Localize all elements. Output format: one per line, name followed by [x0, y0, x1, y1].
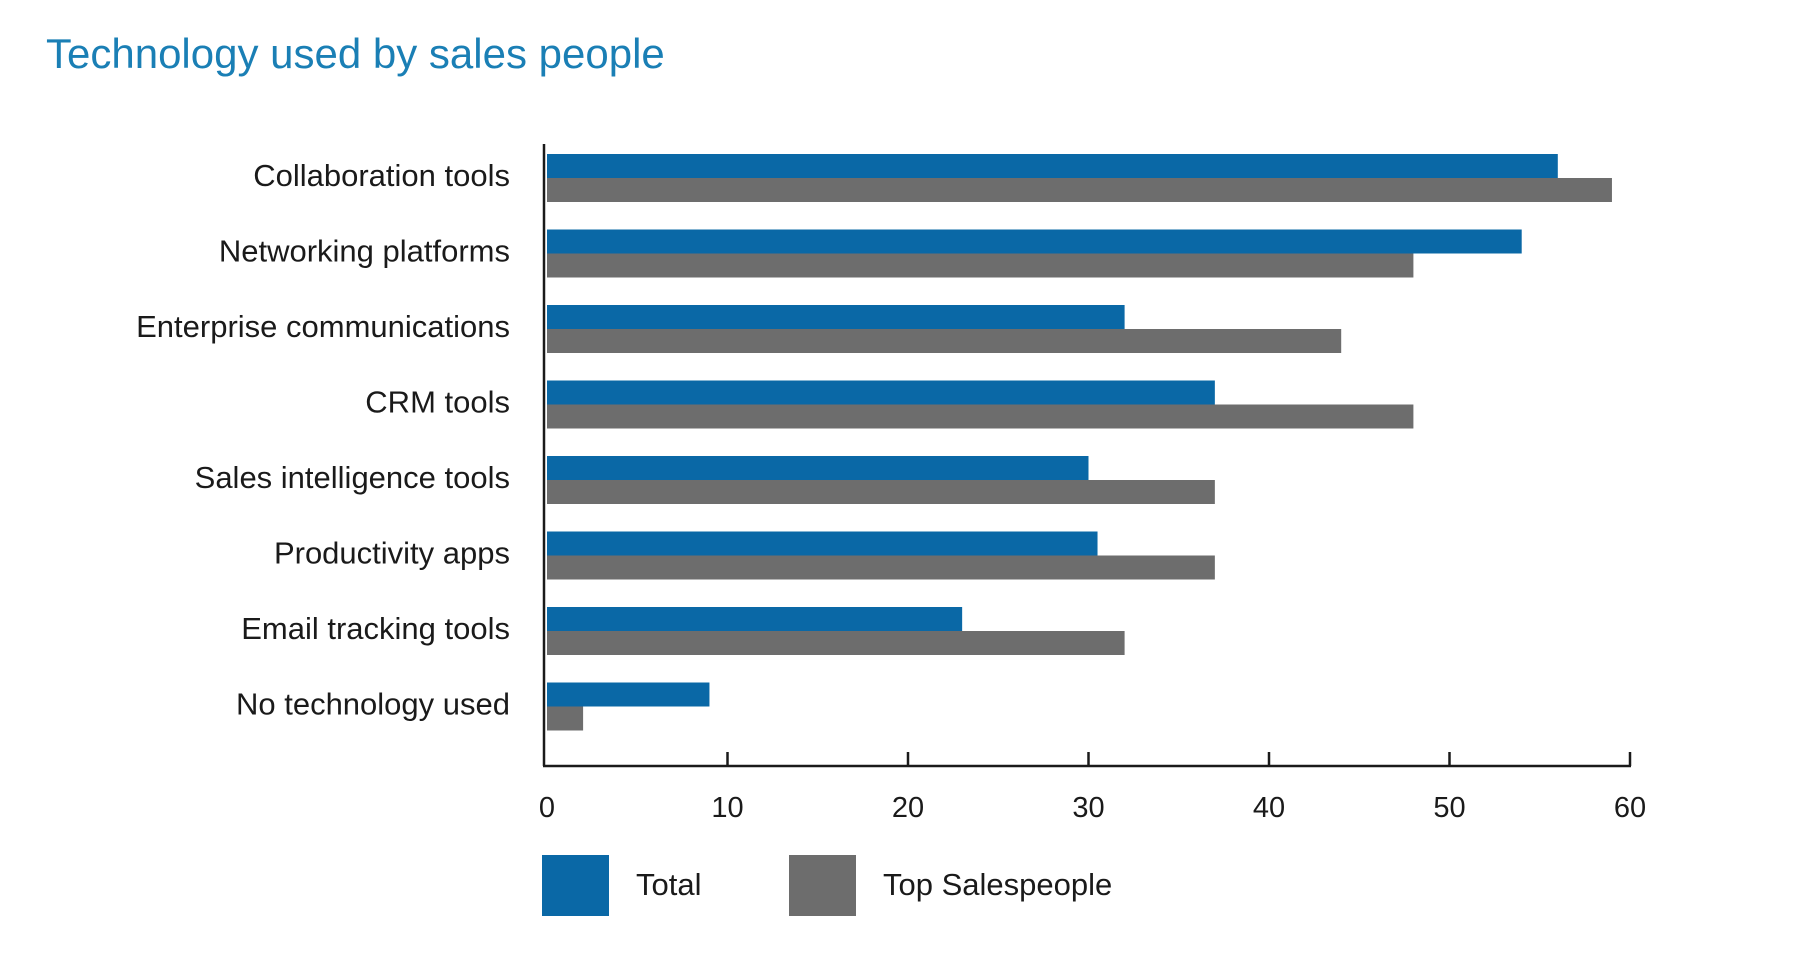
bar-total — [547, 456, 1089, 480]
category-label: Enterprise communications — [136, 309, 510, 344]
bar-top-salespeople — [547, 178, 1612, 202]
bars-group — [547, 154, 1612, 731]
bar-top-salespeople — [547, 253, 1414, 278]
bar-top-salespeople — [547, 404, 1414, 429]
bar-total — [547, 607, 963, 631]
bar-total — [547, 531, 1098, 556]
bar-total — [547, 305, 1125, 329]
category-label: No technology used — [236, 687, 510, 722]
x-tick-label: 50 — [1433, 792, 1465, 824]
x-tick-label: 10 — [711, 792, 743, 824]
bar-top-salespeople — [547, 631, 1125, 655]
x-ticks-group: 0 10 20 30 40 50 60 — [539, 752, 1646, 824]
legend-swatch-top-salespeople — [789, 855, 856, 916]
x-tick-label: 20 — [892, 792, 924, 824]
x-tick-label: 30 — [1072, 792, 1104, 824]
category-label: Networking platforms — [219, 234, 510, 269]
legend-label-total: Total — [636, 867, 701, 902]
x-tick-label: 60 — [1614, 792, 1646, 824]
bar-top-salespeople — [547, 329, 1342, 353]
category-label: CRM tools — [365, 385, 510, 420]
category-label: Email tracking tools — [241, 611, 510, 646]
bar-total — [547, 682, 710, 707]
x-tick-label: 0 — [539, 792, 555, 824]
bar-top-salespeople — [547, 480, 1215, 504]
category-label: Productivity apps — [274, 536, 510, 571]
bar-top-salespeople — [547, 555, 1215, 580]
bar-total — [547, 229, 1522, 254]
category-label: Sales intelligence tools — [195, 460, 510, 495]
chart-title: Technology used by sales people — [46, 30, 665, 77]
legend-group: Total Top Salespeople — [542, 855, 1112, 916]
bar-top-salespeople — [547, 706, 584, 731]
bar-total — [547, 154, 1558, 178]
category-label: Collaboration tools — [253, 158, 510, 193]
legend-label-top-salespeople: Top Salespeople — [883, 867, 1112, 902]
category-labels-group: Collaboration tools Networking platforms E… — [136, 158, 510, 722]
bar-total — [547, 380, 1215, 405]
x-tick-label: 40 — [1253, 792, 1285, 824]
legend-swatch-total — [542, 855, 609, 916]
